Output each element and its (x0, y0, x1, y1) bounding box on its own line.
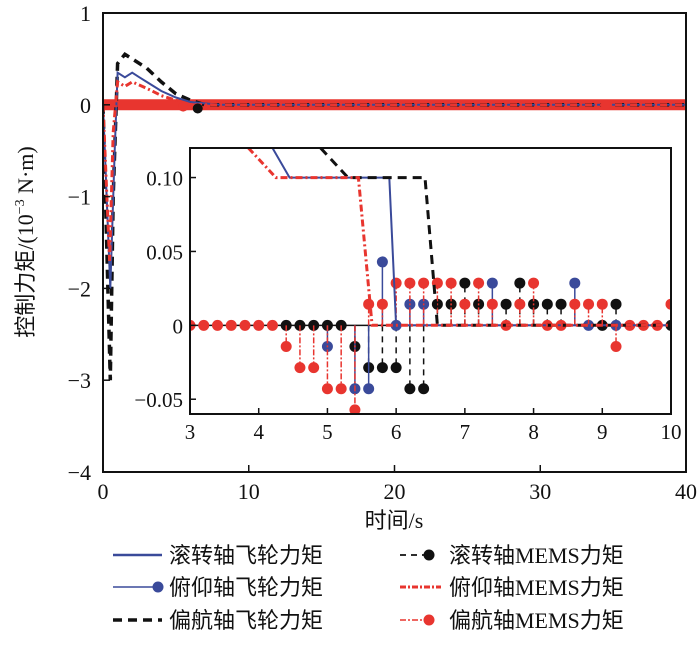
legend-label: 偏航轴MEMS力矩 (449, 608, 624, 633)
legend-marker-blue (152, 581, 164, 593)
inset-stem-marker (294, 362, 306, 374)
inset-stem-marker (514, 277, 526, 289)
inset-series-layer (190, 148, 671, 414)
y-tick-label: −4 (68, 460, 91, 485)
inset-stem-marker (239, 319, 251, 331)
main-y-axis: 1 0 −1 −2 −3 −4 (68, 1, 110, 485)
y-tick-label: 0 (80, 93, 91, 118)
inset-stem-marker (376, 362, 388, 374)
legend: 滚转轴飞轮力矩 俯仰轴飞轮力矩 偏航轴飞轮力矩 滚转轴MEMS力矩 俯仰轴MEM… (113, 543, 624, 633)
x-tick-label: 40 (675, 479, 697, 504)
inset-stem-marker (390, 362, 402, 374)
legend-label: 俯仰轴MEMS力矩 (449, 575, 624, 600)
legend-item-yaw-mems: 偏航轴MEMS力矩 (400, 608, 624, 633)
inset-stem-marker (404, 277, 416, 289)
inset-stem-marker (610, 340, 622, 352)
inset-stem-marker (376, 256, 388, 268)
inset-stem-marker (473, 277, 485, 289)
main-x-axis: 0 10 20 30 40 (98, 465, 697, 504)
inset-stem-marker (211, 319, 223, 331)
inset-x-tick-label: 6 (391, 420, 402, 444)
inset-x-tick-label: 10 (661, 420, 682, 444)
inset-stem-marker (541, 298, 553, 310)
main-mems-marker (178, 101, 189, 112)
y-axis-title-unit: N·m) (13, 146, 38, 199)
y-axis-title-main: 控制力矩/(10 (13, 214, 38, 337)
inset-stem-marker (266, 319, 278, 331)
y-tick-label: −1 (68, 185, 91, 210)
y-tick-label: 1 (80, 1, 91, 26)
x-tick-label: 0 (98, 479, 109, 504)
x-tick-label: 30 (529, 479, 551, 504)
inset-stem-marker (459, 298, 471, 310)
inset-stem-marker (500, 298, 512, 310)
y-tick-label: −3 (68, 368, 91, 393)
inset-stem-marker (280, 340, 292, 352)
inset-x-tick-label: 9 (597, 420, 608, 444)
inset-stem-marker (363, 298, 375, 310)
legend-item-roll-flywheel: 滚转轴飞轮力矩 (113, 543, 323, 568)
inset-y-tick-label: 0.10 (146, 167, 183, 191)
legend-label: 滚转轴飞轮力矩 (169, 543, 323, 568)
inset-x-tick-label: 5 (322, 420, 333, 444)
inset-stem-marker (528, 277, 540, 289)
inset-stem-marker (404, 383, 416, 395)
y-axis-title-exponent: −3 (13, 199, 28, 214)
y-tick-label: −2 (68, 276, 91, 301)
inset-stem-marker (459, 277, 471, 289)
inset-x-axis: 3 4 5 6 7 8 9 10 (185, 408, 682, 444)
inset-stem-marker (596, 298, 608, 310)
inset-stem-marker (665, 298, 671, 310)
inset-stem-marker (335, 383, 347, 395)
inset-stem-marker (418, 383, 430, 395)
inset-stem-marker (486, 298, 498, 310)
inset-stem-marker (418, 277, 430, 289)
legend-label: 俯仰轴飞轮力矩 (169, 575, 323, 600)
inset-series-line (247, 148, 671, 327)
inset-stem-marker (390, 277, 402, 289)
inset-stem-marker (321, 383, 333, 395)
inset-stem-marker (225, 319, 237, 331)
inset-stem-marker (610, 298, 622, 310)
inset-stem-marker (253, 319, 265, 331)
inset-stem-marker (555, 298, 567, 310)
inset-x-tick-label: 7 (460, 420, 471, 444)
inset-x-tick-label: 4 (253, 420, 264, 444)
legend-marker-red (423, 614, 435, 626)
legend-item-pitch-flywheel: 俯仰轴飞轮力矩 (113, 575, 323, 600)
inset-background (190, 148, 671, 414)
inset-y-tick-label: 0.05 (146, 240, 183, 264)
inset-stem-marker (514, 298, 526, 310)
inset-stem-marker (349, 404, 361, 414)
inset-stem-marker (308, 362, 320, 374)
main-series-layer (103, 51, 686, 381)
x-tick-label: 20 (384, 479, 406, 504)
legend-label: 偏航轴飞轮力矩 (169, 608, 323, 633)
inset-stem-marker (445, 277, 457, 289)
legend-label: 滚转轴MEMS力矩 (449, 543, 624, 568)
inset-stem-marker (363, 383, 375, 395)
legend-marker-black (423, 549, 435, 561)
x-axis-title: 时间/s (365, 508, 424, 533)
inset-plot-frame (189, 147, 672, 415)
main-mems-marker (192, 103, 203, 114)
inset-x-tick-label: 8 (528, 420, 539, 444)
inset-stem-marker (376, 298, 388, 310)
legend-item-yaw-flywheel: 偏航轴飞轮力矩 (113, 608, 323, 633)
legend-item-pitch-mems: 俯仰轴MEMS力矩 (400, 575, 624, 600)
inset-y-tick-label: 0 (173, 314, 184, 338)
inset-stem-marker (583, 298, 595, 310)
inset-stem-marker (486, 277, 498, 289)
inset-x-tick-label: 3 (185, 420, 196, 444)
x-tick-label: 10 (238, 479, 260, 504)
inset-y-tick-label: −0.05 (134, 388, 183, 412)
y-axis-title: 控制力矩/(10−3 N·m) (13, 146, 38, 338)
inset-y-axis: 0.10 0.05 0 −0.05 (134, 167, 196, 412)
inset-stem-marker (198, 319, 210, 331)
inset-stem-marker (569, 298, 581, 310)
inset-stem-marker (569, 277, 581, 289)
main-mems-marker (600, 99, 611, 110)
legend-item-roll-mems: 滚转轴MEMS力矩 (400, 543, 624, 568)
